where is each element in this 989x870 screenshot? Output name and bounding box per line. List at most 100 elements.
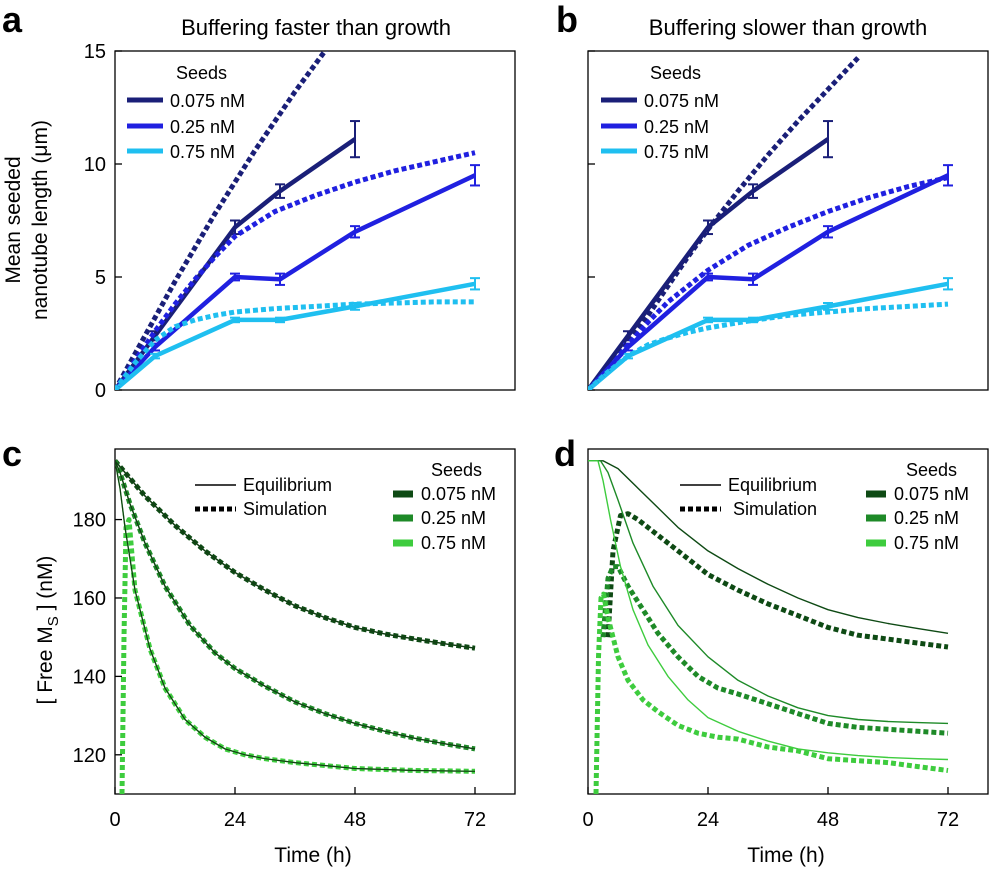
panel-b-title: Buffering slower than growth: [649, 15, 927, 40]
ytick-label-c-0: 120: [73, 745, 106, 767]
plot-frame-b: [587, 50, 989, 391]
equilibrium-overlay-c-2: [115, 460, 476, 772]
series-line-b-1: [588, 173, 949, 390]
series-line-d-1: [605, 511, 949, 650]
series-line-d-4: [588, 460, 949, 761]
ytick-label-c-3: 180: [73, 510, 106, 532]
legend-d-entry-2: 0.25 nM: [894, 508, 959, 528]
ylabel-bottom-suffix: ] (nM): [34, 556, 57, 617]
error-bar-a-2-2: [230, 316, 240, 324]
series-line-d-2: [588, 460, 949, 725]
panel-letter-a: a: [2, 0, 23, 40]
legend-d-equilibrium-label: Equilibrium: [728, 475, 817, 495]
legend-a-entry-2: 0.25 nM: [170, 117, 235, 137]
plot-frame-d: [587, 448, 989, 795]
ytick-label-a-3: 15: [84, 41, 106, 63]
panel-d-plot: 0 24 48 72: [582, 448, 989, 831]
panel-letter-b: b: [556, 0, 578, 40]
legend-c-title: Seeds: [431, 460, 482, 480]
ytick-label-a-0: 0: [95, 380, 106, 402]
error-bar-a-2-1: [150, 352, 160, 360]
plot-area-c: [115, 459, 476, 794]
x-axis-label-c: Time (h): [274, 844, 351, 867]
legend-b-entry-2: 0.25 nM: [644, 117, 709, 137]
error-bar-b-2-5: [943, 277, 953, 291]
panel-b-plot: [587, 50, 989, 391]
legend-a-entry-3: 0.75 nM: [170, 142, 235, 162]
panel-letter-c: c: [2, 433, 22, 474]
error-bar-a-1-3: [275, 272, 285, 286]
error-bar-a-2-5: [470, 277, 480, 291]
series-line-c-5: [119, 517, 476, 794]
error-bar-b-0-4: [823, 120, 833, 159]
error-bar-b-1-3: [748, 272, 758, 286]
panel-c-plot: 120 140 160 180 0 24 48 72: [73, 448, 516, 831]
error-bar-a-0-4: [350, 120, 360, 159]
ylabel-bottom-sub: S: [45, 616, 62, 626]
series-line-a-3: [115, 51, 329, 390]
error-bar-b-2-2: [703, 316, 713, 324]
legend-c-simulation-label: Simulation: [243, 499, 327, 519]
xtick-label-d-3: 72: [937, 809, 959, 831]
xtick-label-c-3: 72: [464, 809, 486, 831]
error-bar-a-1-4: [350, 225, 360, 239]
series-line-a-1: [115, 173, 476, 390]
legend-panel-b: Seeds 0.075 nM 0.25 nM 0.75 nM: [601, 63, 719, 162]
error-bar-a-1-5: [470, 164, 480, 187]
error-bar-b-1-4: [823, 225, 833, 239]
legend-d-simulation-label: Simulation: [733, 499, 817, 519]
panel-letter-d: d: [554, 433, 576, 474]
legend-b-entry-1: 0.075 nM: [644, 91, 719, 111]
error-bar-a-1-2: [230, 272, 240, 282]
plot-area-b: [588, 56, 953, 390]
error-bar-b-1-5: [943, 164, 953, 187]
legend-panel-d: Equilibrium Simulation Seeds 0.075 nM 0.…: [680, 460, 969, 553]
ytick-label-c-2: 160: [73, 588, 106, 610]
legend-c-entry-3: 0.75 nM: [421, 533, 486, 553]
legend-d-title: Seeds: [906, 460, 957, 480]
plot-frame-c: [114, 448, 516, 795]
series-line-a-4: [115, 150, 476, 390]
legend-b-title: Seeds: [650, 63, 701, 83]
equilibrium-overlay-c-0: [115, 460, 476, 649]
legend-d-entry-1: 0.075 nM: [894, 484, 969, 504]
y-axis-label-bottom: [ Free MS ] (nM): [34, 556, 62, 705]
legend-c-entry-1: 0.075 nM: [421, 484, 496, 504]
error-bar-b-0-3: [748, 183, 758, 199]
xtick-label-c-0: 0: [109, 809, 120, 831]
panel-a-title: Buffering faster than growth: [181, 15, 451, 40]
y-axis-label-top: Mean seeded nanotube length (μm): [2, 120, 52, 320]
plot-area-d: [588, 460, 949, 794]
xtick-label-c-1: 24: [224, 809, 246, 831]
series-line-d-5: [593, 591, 949, 794]
equilibrium-overlay-c-1: [115, 460, 476, 750]
x-axis-label-d: Time (h): [747, 844, 824, 867]
legend-d-entry-3: 0.75 nM: [894, 533, 959, 553]
xtick-label-d-0: 0: [582, 809, 593, 831]
xtick-label-c-2: 48: [344, 809, 366, 831]
legend-b-entry-3: 0.75 nM: [644, 142, 709, 162]
ytick-label-a-2: 10: [84, 154, 106, 176]
y-axis-label-top-line1: Mean seeded: [2, 156, 25, 283]
xtick-label-d-1: 24: [697, 809, 719, 831]
ylabel-bottom-prefix: [ Free M: [34, 626, 57, 704]
error-bar-a-2-3: [275, 316, 285, 324]
legend-a-entry-1: 0.075 nM: [170, 91, 245, 111]
series-line-d-3: [600, 564, 949, 736]
svg-text:[ Free MS ] (nM): [ Free MS ] (nM): [34, 556, 62, 705]
y-axis-label-top-line2: nanotube length (μm): [29, 120, 52, 320]
series-line-b-5: [588, 301, 949, 390]
legend-panel-a: Seeds 0.075 nM 0.25 nM 0.75 nM: [127, 63, 245, 162]
series-line-d-0: [588, 460, 949, 634]
ytick-label-c-1: 140: [73, 666, 106, 688]
series-line-b-4: [588, 175, 949, 390]
legend-panel-c: Equilibrium Simulation Seeds 0.075 nM 0.…: [195, 460, 496, 553]
legend-a-title: Seeds: [176, 63, 227, 83]
plot-frame-a: [114, 50, 516, 391]
series-line-b-3: [588, 56, 860, 390]
legend-c-equilibrium-label: Equilibrium: [243, 475, 332, 495]
ytick-label-a-1: 5: [95, 267, 106, 289]
plot-area-a: [115, 51, 480, 390]
error-bar-a-0-3: [275, 183, 285, 199]
